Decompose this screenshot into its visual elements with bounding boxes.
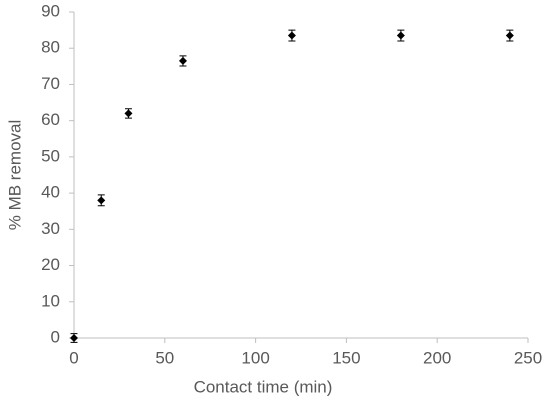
point <box>287 31 296 40</box>
x-tick-label: 250 <box>514 348 542 367</box>
point <box>505 31 514 40</box>
x-tick-label: 200 <box>423 348 451 367</box>
y-tick-label: 40 <box>41 183 60 202</box>
point <box>124 109 133 118</box>
x-tick-label: 0 <box>69 348 78 367</box>
y-tick-label: 50 <box>41 146 60 165</box>
x-tick-label: 100 <box>241 348 269 367</box>
x-tick-label: 50 <box>155 348 174 367</box>
point <box>178 56 187 65</box>
x-tick-label: 150 <box>332 348 360 367</box>
y-tick-label: 0 <box>51 327 60 346</box>
y-tick-label: 80 <box>41 38 60 57</box>
y-tick-label: 90 <box>41 1 60 20</box>
y-tick-label: 70 <box>41 74 60 93</box>
y-tick-label: 30 <box>41 219 60 238</box>
y-axis-label: % MB removal <box>5 120 24 231</box>
point <box>97 196 106 205</box>
y-tick-label: 10 <box>41 291 60 310</box>
point <box>396 31 405 40</box>
y-tick-label: 20 <box>41 255 60 274</box>
x-axis-label: Contact time (min) <box>194 377 333 396</box>
point <box>70 334 78 342</box>
y-tick-label: 60 <box>41 110 60 129</box>
